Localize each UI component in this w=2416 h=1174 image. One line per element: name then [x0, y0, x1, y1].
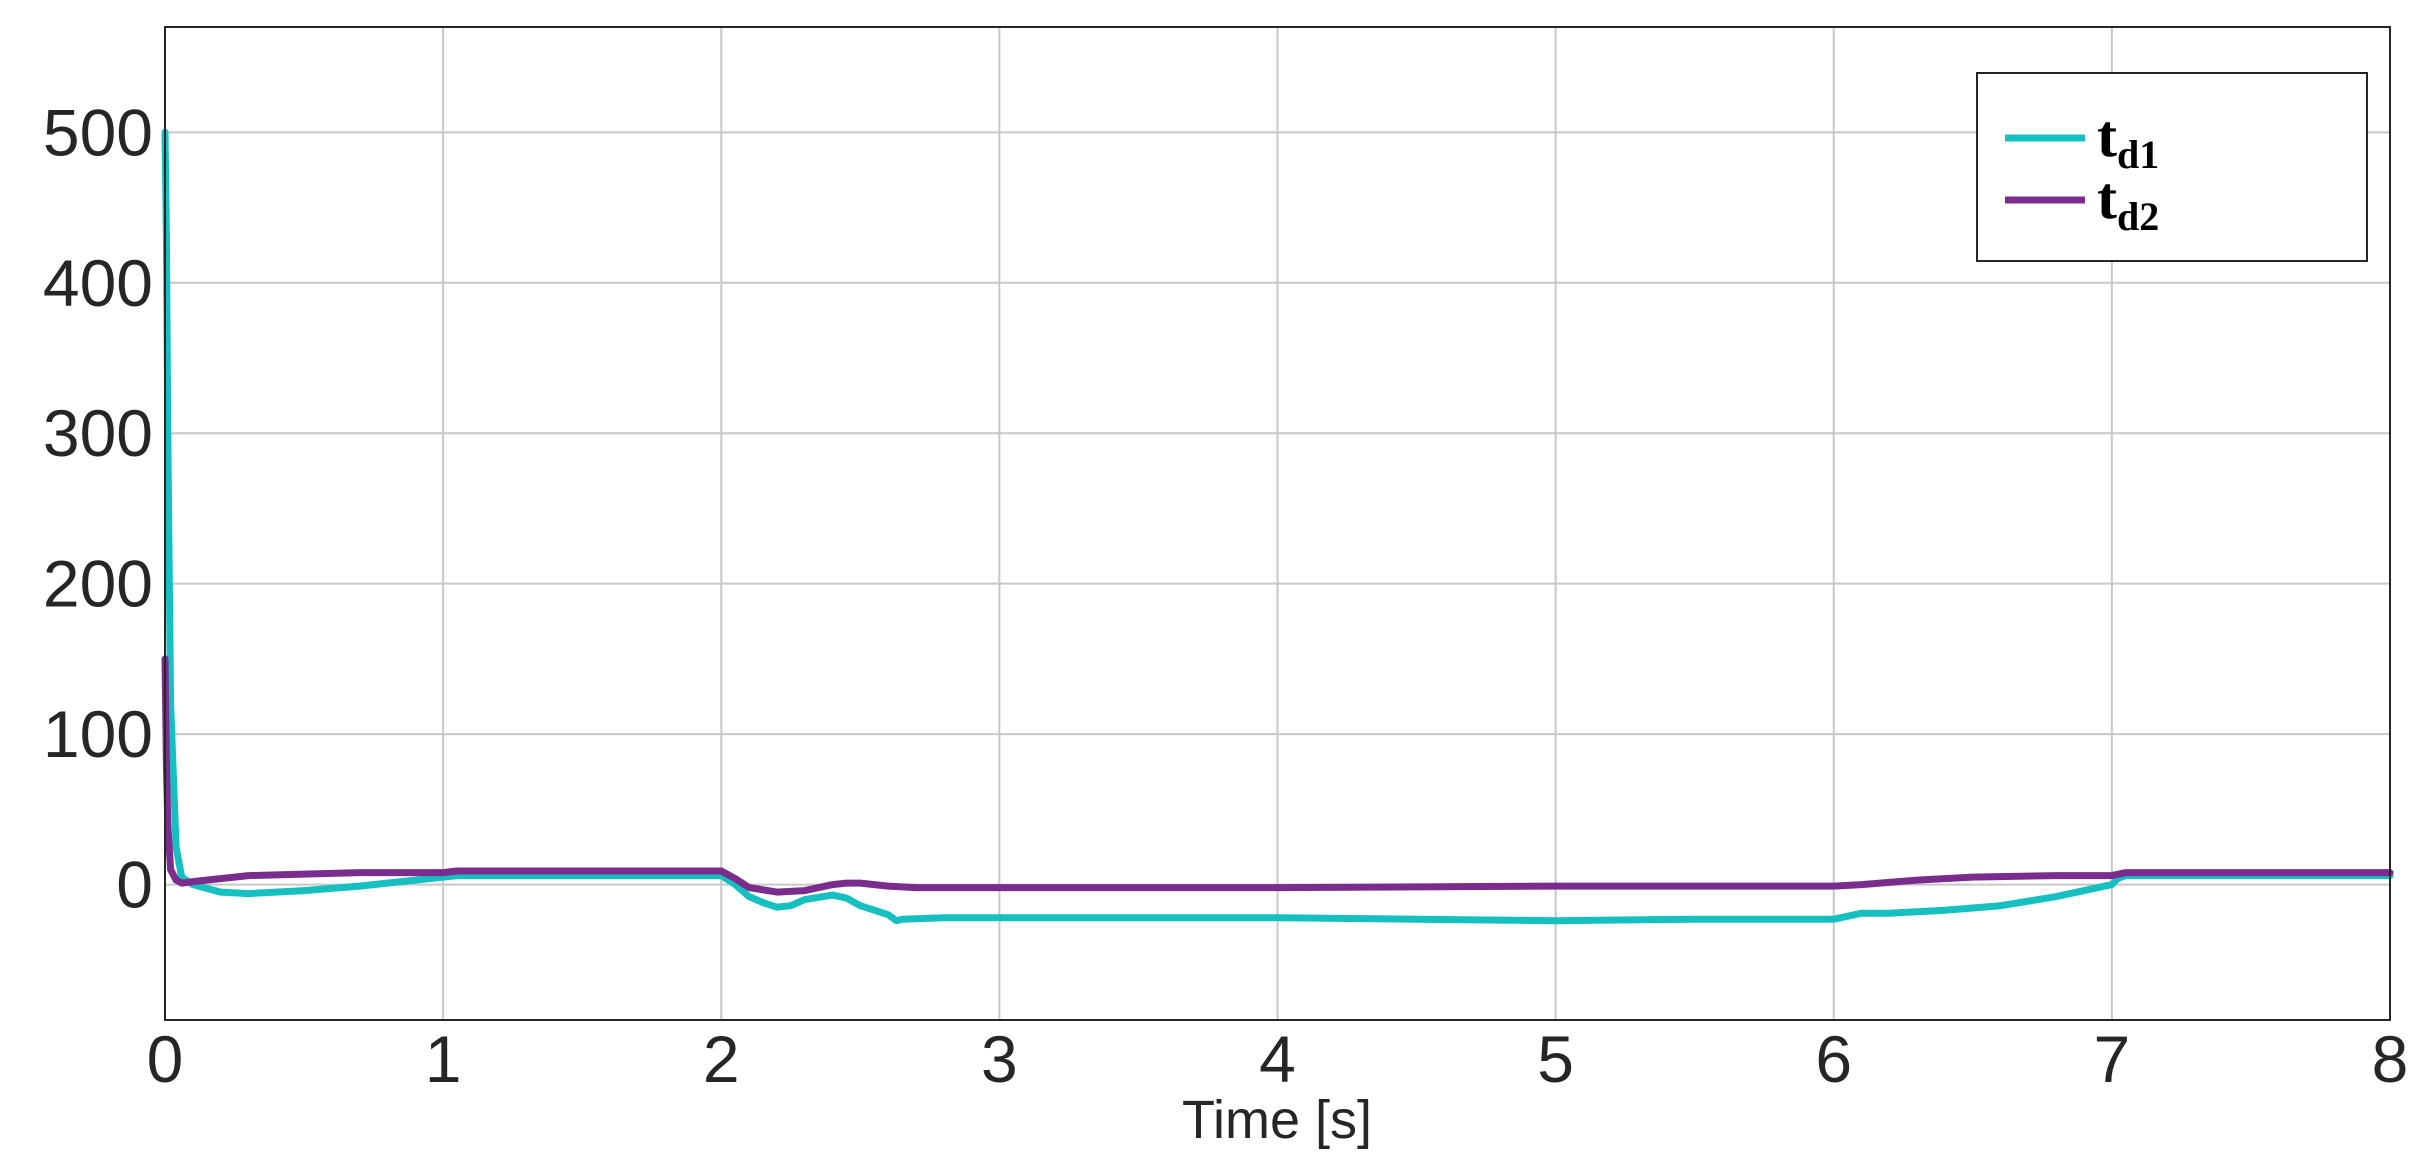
y-tick-label: 500 [43, 95, 153, 169]
x-tick-label: 1 [425, 1022, 462, 1096]
x-tick-label: 8 [2372, 1022, 2409, 1096]
legend-box [1976, 72, 2368, 262]
x-tick-label: 7 [2094, 1022, 2131, 1096]
legend-label-sub: d1 [2117, 132, 2159, 177]
legend-entry-d2: td2 [2097, 165, 2159, 239]
x-tick-label: 2 [703, 1022, 740, 1096]
y-tick-label: 300 [43, 396, 153, 470]
x-tick-label: 6 [1815, 1022, 1852, 1096]
x-tick-label: 5 [1537, 1022, 1574, 1096]
x-tick-label: 0 [147, 1022, 184, 1096]
series-line-d1 [161, 128, 2394, 925]
y-tick-label: 400 [43, 246, 153, 320]
legend-label-main: t [2097, 165, 2117, 231]
legend-label-sub: d2 [2117, 194, 2159, 239]
series-line-d2 [161, 655, 2394, 896]
series-group [161, 128, 2394, 925]
y-tick-labels: 0 100 200 300 400 500 [43, 95, 153, 921]
x-tick-label: 3 [981, 1022, 1018, 1096]
plot-border [164, 26, 2391, 1021]
y-tick-label: 200 [43, 547, 153, 621]
y-tick-label: 0 [116, 848, 153, 922]
legend-label-main: t [2097, 103, 2117, 169]
x-tick-label: 4 [1259, 1022, 1296, 1096]
y-tick-label: 100 [43, 697, 153, 771]
x-axis-label: Time [s] [1182, 1090, 1372, 1150]
legend-entry-d1: td1 [2097, 103, 2159, 177]
x-tick-labels: 0 1 2 3 4 5 6 7 8 [147, 1022, 2409, 1096]
